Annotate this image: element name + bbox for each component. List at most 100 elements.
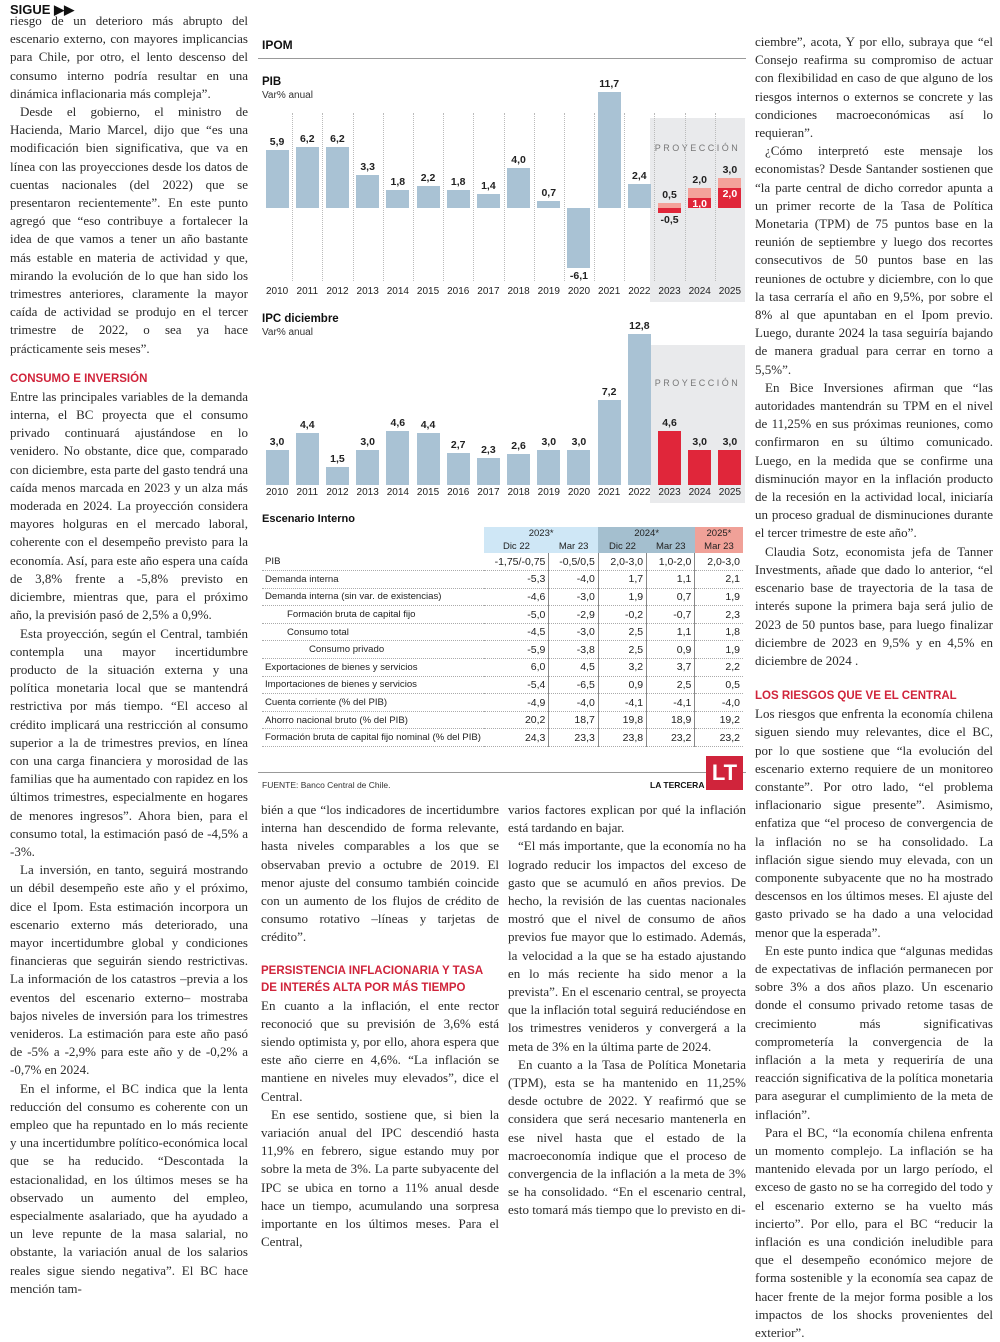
value-label: 11,7 [599, 78, 620, 91]
pib-chart-title: PIB [262, 76, 282, 88]
value-label: 6,2 [330, 132, 345, 145]
table-cell: 0,9 [598, 676, 648, 695]
table-cell: -4,1 [646, 693, 696, 712]
value-label: 1,4 [481, 180, 496, 193]
table-cell: 1,8 [694, 623, 743, 642]
year-separator [654, 113, 656, 281]
table-cell: -3,0 [548, 588, 599, 607]
table-cell: 1,9 [694, 640, 743, 660]
year-separator [443, 113, 445, 281]
divider [258, 772, 746, 773]
row-label: Consumo privado [262, 640, 484, 660]
paragraph: varios factores explican por qué la infl… [508, 802, 746, 836]
bar [507, 168, 531, 208]
article-column-3: varios factores explican por qué la infl… [508, 801, 746, 1220]
value-label: 0,5 [662, 189, 677, 202]
value-label: 2,6 [511, 440, 526, 453]
year-label: 2015 [416, 286, 440, 297]
table-cell: -3,0 [548, 623, 599, 642]
table-cell: 0,9 [646, 640, 696, 660]
year-separator [563, 113, 565, 281]
value-label: 2,0 [722, 188, 738, 201]
year-label: 2011 [296, 487, 319, 498]
column-header: Dic 22 [598, 540, 647, 553]
table-cell: 3,7 [646, 658, 696, 677]
bar [507, 454, 531, 485]
year-label: 2014 [386, 286, 409, 297]
year-label: 2012 [326, 286, 349, 297]
projection-label: PROYECCIÓN [654, 378, 741, 388]
table-cell: -4,6 [483, 588, 550, 607]
year-label: 2014 [386, 487, 409, 498]
table-cell: 2,5 [646, 676, 696, 695]
table-cell: -2,9 [548, 605, 599, 624]
table-cell: 1,1 [646, 623, 696, 642]
table-row: Importaciones de bienes y servicios -5,4-… [262, 676, 743, 695]
year-separator [684, 113, 686, 281]
value-label: 3,0 [692, 435, 708, 448]
value-label: 1,8 [390, 176, 406, 189]
year-separator [352, 113, 354, 281]
column-header: Mar 23 [548, 540, 599, 553]
year-label: 2018 [507, 286, 530, 297]
year-label: 2021 [598, 286, 621, 297]
row-label: Consumo total [262, 623, 484, 642]
year-label: 2016 [447, 487, 470, 498]
row-label: Formación bruta de capital fijo [262, 605, 484, 624]
value-label: 3,0 [722, 435, 738, 448]
bar [718, 449, 742, 485]
paragraph: riesgo de un deterioro más abrupto del e… [10, 13, 248, 101]
year-separator [412, 113, 414, 281]
table-cell: 1,9 [694, 588, 743, 607]
year-label: 2022 [628, 487, 651, 498]
value-label: 4,0 [511, 154, 526, 167]
value-label: 0,7 [541, 187, 557, 200]
bar [567, 208, 591, 269]
table-row: PIB -1,75/-0,75 -0,5/0,5 2,0-3,0 1,0-2,0 2,0-… [262, 553, 743, 572]
year-label: 2019 [537, 286, 560, 297]
year-separator [322, 113, 324, 281]
paragraph: En cuanto a la Tasa de Política Monetari… [508, 1056, 746, 1218]
row-label: Cuenta corriente (% del PIB) [262, 693, 484, 712]
bar [265, 449, 289, 485]
year-label: 2010 [265, 487, 289, 498]
bar [627, 333, 651, 485]
paragraph: Claudia Sotz, economista jefa de Tanner … [755, 543, 993, 668]
range-low-bar [718, 188, 742, 208]
year-separator [533, 113, 535, 281]
value-label: 2,3 [481, 443, 496, 456]
table-row: Formación bruta de capital fijo -5,0 -2,9-… [262, 605, 743, 624]
table-cell: -4,5 [483, 623, 550, 642]
table-cell: -1,75/-0,75 [483, 553, 550, 572]
value-label: 4,4 [420, 419, 436, 432]
row-label: Demanda interna [262, 570, 484, 589]
table-cell: 2,1 [694, 570, 743, 589]
ipc-chart-subtitle: Var% anual [262, 327, 313, 338]
bar [627, 184, 651, 208]
year-separator [382, 113, 384, 281]
year-label: 2017 [477, 487, 500, 498]
table-row: Demanda interna (sin var. de existencias… [262, 588, 743, 607]
row-label: Importaciones de bienes y servicios [262, 676, 484, 695]
article-column-1: riesgo de un deterioro más abrupto del e… [10, 12, 248, 1298]
table-cell: -0,5/0,5 [548, 553, 599, 572]
year-header: 2025* [694, 527, 743, 540]
bar [688, 449, 712, 485]
year-label: 2024 [688, 286, 711, 297]
paragraph: ¿Cómo interpretó este mensaje los econom… [755, 143, 993, 377]
table-cell: 23,2 [694, 728, 743, 748]
column-header: Dic 22 [483, 540, 549, 553]
row-label: Formación bruta de capital fijo nominal … [262, 728, 484, 748]
table-cell: 6,0 [483, 658, 550, 677]
bar [416, 433, 440, 485]
table-cell: -4,0 [548, 693, 599, 712]
ipc-chart: 2010 3,0 2011 4,4 2012 1,5 2013 3,0 2014 4,6 2015 4… [262, 320, 745, 500]
value-label: 3,0 [722, 164, 738, 177]
value-label: 4,6 [390, 416, 406, 429]
table-cell: 0,7 [646, 588, 696, 607]
range-high-bar [658, 203, 682, 208]
bar [325, 467, 349, 485]
value-label: -0,5 [660, 213, 679, 226]
paragraph: ciembre”, acota, Y por ello, subraya que… [755, 34, 993, 141]
table-row: Cuenta corriente (% del PIB) -4,9 -4,0 -4,1… [262, 693, 743, 712]
